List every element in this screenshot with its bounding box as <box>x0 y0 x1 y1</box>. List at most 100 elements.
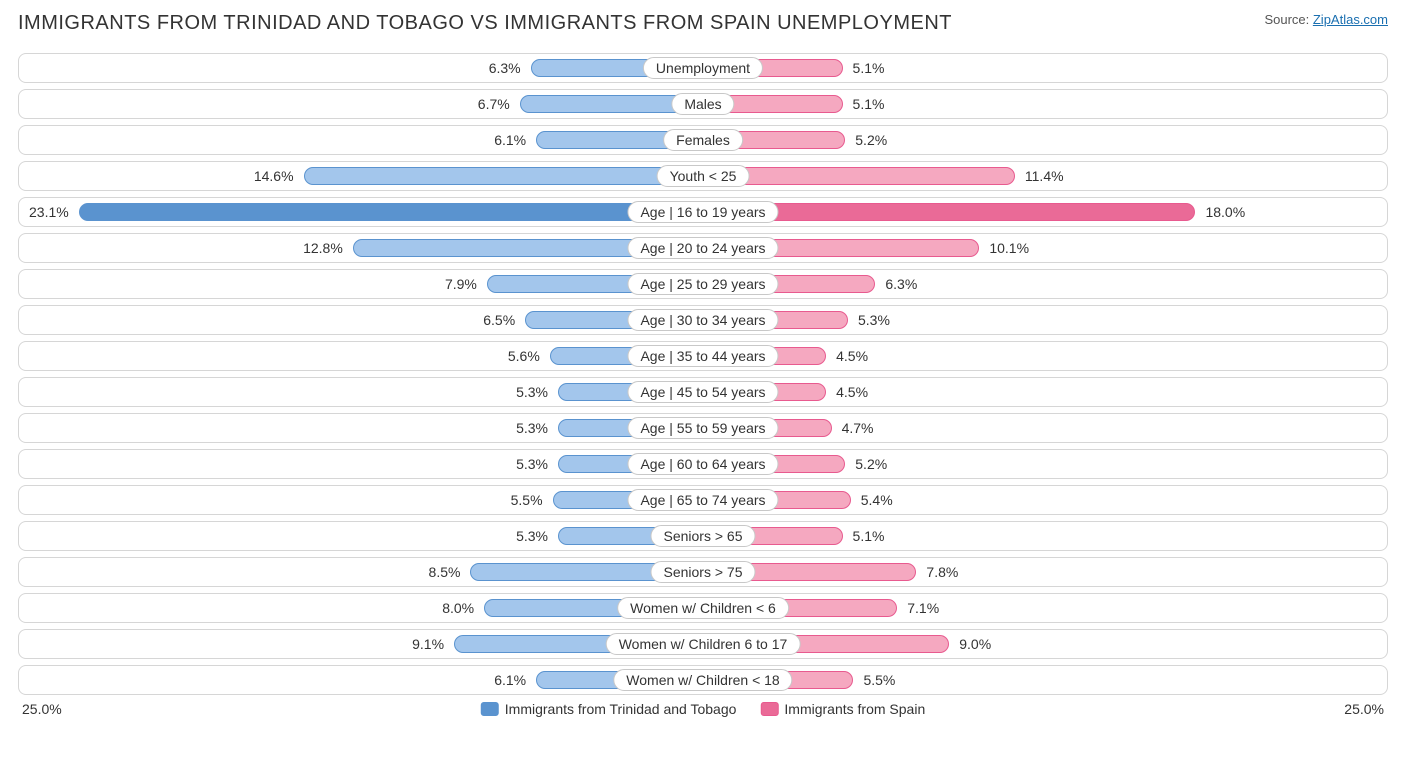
category-label: Women w/ Children < 18 <box>613 669 792 691</box>
right-value-label: 4.7% <box>832 420 884 436</box>
row-left-half: 12.8% <box>19 234 703 262</box>
chart-row: 6.3%5.1%Unemployment <box>18 53 1388 83</box>
category-label: Seniors > 75 <box>651 561 756 583</box>
chart-row: 5.3% 5.1% Seniors > 65 <box>18 521 1388 551</box>
chart-row: 5.5% 5.4%Age | 65 to 74 years <box>18 485 1388 515</box>
row-left-half: 9.1% <box>19 630 703 658</box>
left-value-label: 5.3% <box>506 528 558 544</box>
row-left-half: 5.6% <box>19 342 703 370</box>
row-right-half: 5.4% <box>703 486 1387 514</box>
left-value-label: 14.6% <box>244 168 304 184</box>
row-right-half: 4.5% <box>703 378 1387 406</box>
row-right-half: 5.5% <box>703 666 1387 694</box>
chart-header: IMMIGRANTS FROM TRINIDAD AND TOBAGO VS I… <box>18 12 1388 35</box>
chart-row: 8.5% 7.8%Seniors > 75 <box>18 557 1388 587</box>
legend-swatch-blue <box>481 702 499 716</box>
chart-row: 9.1%9.0%Women w/ Children 6 to 17 <box>18 629 1388 659</box>
row-right-half: 5.1% <box>703 90 1387 118</box>
right-value-label: 5.5% <box>853 672 905 688</box>
legend-item-right: Immigrants from Spain <box>760 701 925 717</box>
right-value-label: 5.2% <box>845 456 897 472</box>
axis-max-right: 25.0% <box>1344 701 1384 717</box>
category-label: Women w/ Children < 6 <box>617 597 789 619</box>
left-value-label: 23.1% <box>19 204 79 220</box>
chart-row: 5.3%5.2%Age | 60 to 64 years <box>18 449 1388 479</box>
row-left-half: 5.3% <box>19 450 703 478</box>
left-value-label: 5.5% <box>501 492 553 508</box>
left-value-label: 8.5% <box>419 564 471 580</box>
row-left-half: 6.5% <box>19 306 703 334</box>
right-value-label: 9.0% <box>949 636 1001 652</box>
row-right-half: 11.4% <box>703 162 1387 190</box>
row-right-half: 7.8% <box>703 558 1387 586</box>
row-right-half: 7.1% <box>703 594 1387 622</box>
category-label: Age | 20 to 24 years <box>627 237 778 259</box>
legend-label-left: Immigrants from Trinidad and Tobago <box>505 701 737 717</box>
row-left-half: 8.5% <box>19 558 703 586</box>
right-value-label: 7.1% <box>897 600 949 616</box>
right-value-label: 10.1% <box>979 240 1039 256</box>
row-right-half: 5.1% <box>703 54 1387 82</box>
chart-row: 5.3% 4.7% Age | 55 to 59 years <box>18 413 1388 443</box>
right-value-label: 5.3% <box>848 312 900 328</box>
row-right-half: 4.5% <box>703 342 1387 370</box>
category-label: Age | 55 to 59 years <box>627 417 778 439</box>
row-left-half: 5.3% <box>19 378 703 406</box>
left-value-label: 5.3% <box>506 420 558 436</box>
category-label: Unemployment <box>643 57 763 79</box>
right-value-label: 5.1% <box>843 96 895 112</box>
row-right-half: 9.0% <box>703 630 1387 658</box>
row-left-half: 5.3% <box>19 522 703 550</box>
row-left-half: 6.3% <box>19 54 703 82</box>
left-value-label: 5.3% <box>506 384 558 400</box>
source-link[interactable]: ZipAtlas.com <box>1313 12 1388 27</box>
left-value-label: 5.6% <box>498 348 550 364</box>
chart-area: 6.3%5.1%Unemployment6.7%5.1%Males6.1%5.2… <box>18 53 1388 695</box>
right-bar <box>703 167 1015 185</box>
chart-row: 6.1% 5.5% Women w/ Children < 18 <box>18 665 1388 695</box>
category-label: Age | 65 to 74 years <box>627 489 778 511</box>
chart-row: 12.8% 10.1% Age | 20 to 24 years <box>18 233 1388 263</box>
category-label: Age | 35 to 44 years <box>627 345 778 367</box>
chart-row: 5.3%4.5%Age | 45 to 54 years <box>18 377 1388 407</box>
source-prefix: Source: <box>1264 12 1312 27</box>
row-left-half: 14.6% <box>19 162 703 190</box>
chart-row: 8.0% 7.1% Women w/ Children < 6 <box>18 593 1388 623</box>
row-right-half: 18.0% <box>703 198 1387 226</box>
category-label: Females <box>663 129 743 151</box>
category-label: Age | 25 to 29 years <box>627 273 778 295</box>
left-value-label: 6.7% <box>468 96 520 112</box>
row-left-half: 5.3% <box>19 414 703 442</box>
row-right-half: 6.3% <box>703 270 1387 298</box>
left-bar <box>304 167 703 185</box>
chart-title: IMMIGRANTS FROM TRINIDAD AND TOBAGO VS I… <box>18 12 952 35</box>
right-value-label: 5.2% <box>845 132 897 148</box>
chart-row: 14.6%11.4%Youth < 25 <box>18 161 1388 191</box>
row-right-half: 5.1% <box>703 522 1387 550</box>
chart-row: 7.9%6.3%Age | 25 to 29 years <box>18 269 1388 299</box>
chart-source: Source: ZipAtlas.com <box>1264 12 1388 27</box>
row-right-half: 5.2% <box>703 126 1387 154</box>
row-left-half: 6.1% <box>19 126 703 154</box>
chart-legend: Immigrants from Trinidad and Tobago Immi… <box>481 701 925 717</box>
legend-item-left: Immigrants from Trinidad and Tobago <box>481 701 737 717</box>
right-value-label: 4.5% <box>826 384 878 400</box>
category-label: Males <box>671 93 734 115</box>
row-left-half: 5.5% <box>19 486 703 514</box>
left-value-label: 6.5% <box>473 312 525 328</box>
left-value-label: 5.3% <box>506 456 558 472</box>
chart-row: 6.7% 5.1% Males <box>18 89 1388 119</box>
row-left-half: 23.1% <box>19 198 703 226</box>
left-value-label: 6.1% <box>484 672 536 688</box>
legend-label-right: Immigrants from Spain <box>784 701 925 717</box>
row-left-half: 8.0% <box>19 594 703 622</box>
axis-max-left: 25.0% <box>22 701 62 717</box>
row-right-half: 5.3% <box>703 306 1387 334</box>
left-value-label: 9.1% <box>402 636 454 652</box>
left-value-label: 12.8% <box>293 240 353 256</box>
row-right-half: 10.1% <box>703 234 1387 262</box>
category-label: Age | 16 to 19 years <box>627 201 778 223</box>
right-value-label: 5.1% <box>843 528 895 544</box>
row-right-half: 4.7% <box>703 414 1387 442</box>
category-label: Seniors > 65 <box>651 525 756 547</box>
